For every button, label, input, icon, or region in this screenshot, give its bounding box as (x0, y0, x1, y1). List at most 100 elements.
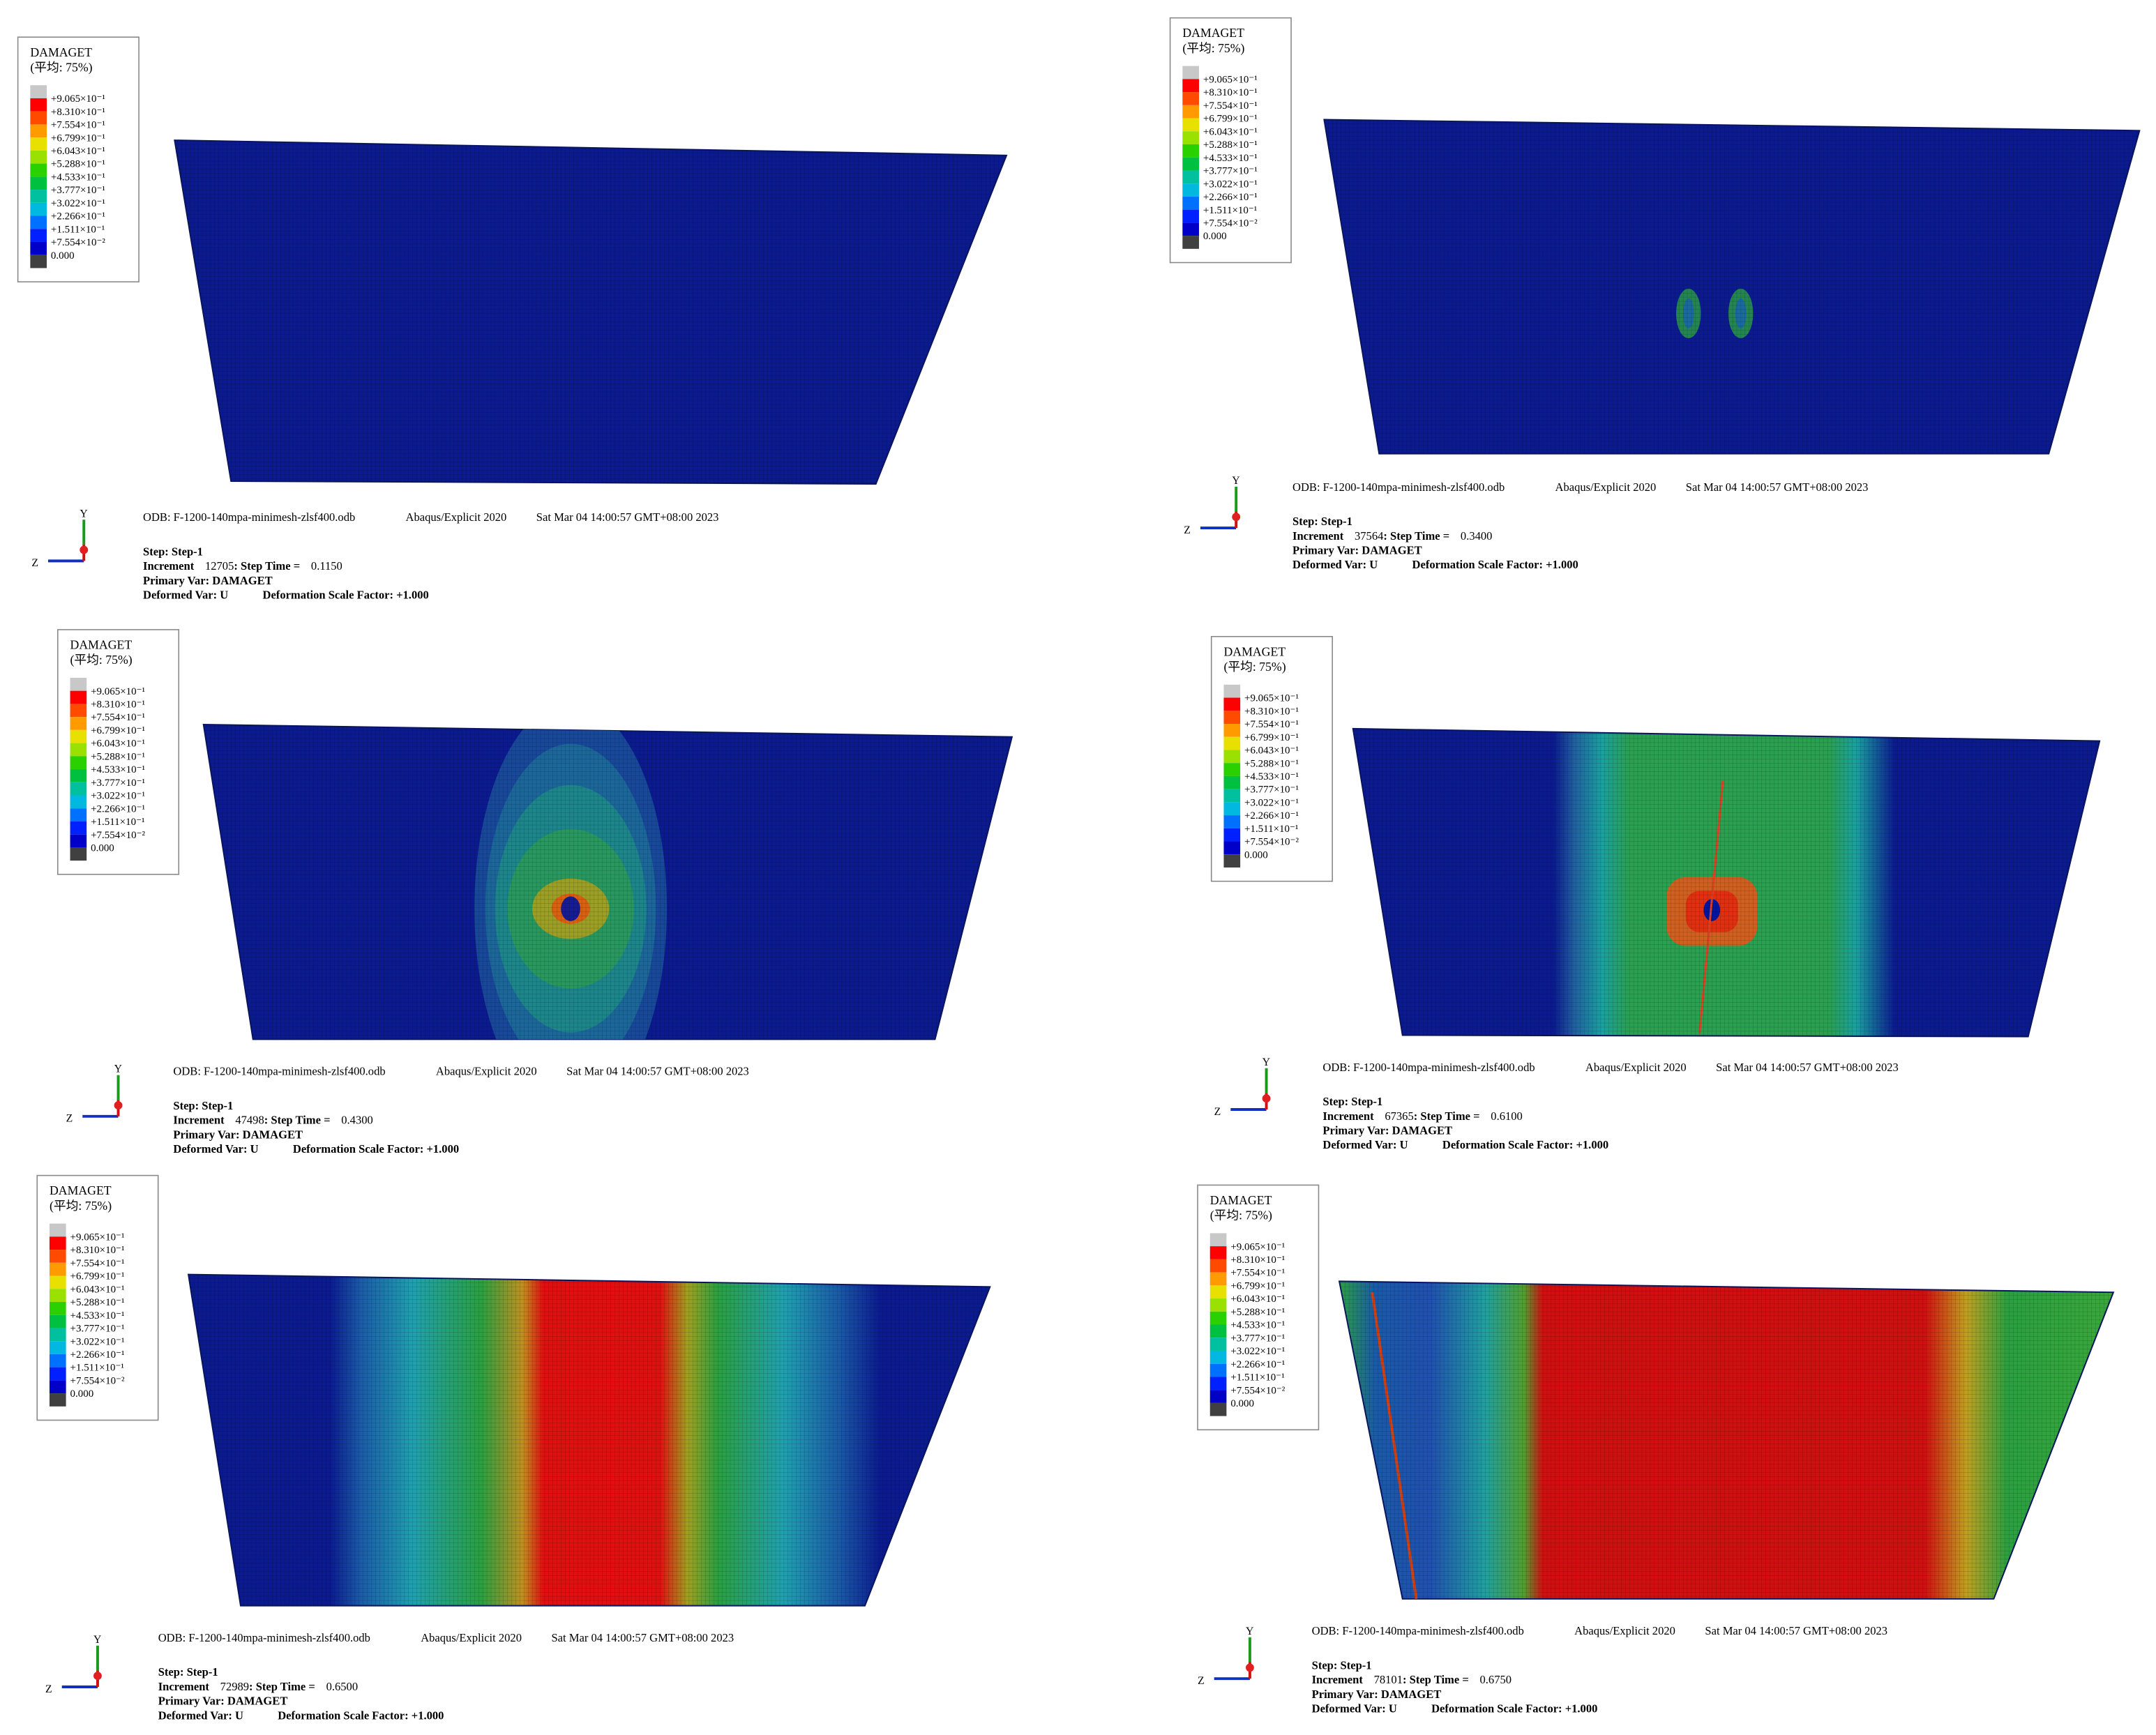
triad-z: Z (1184, 524, 1191, 536)
legend-label: +8.310×10⁻¹ (70, 1245, 125, 1256)
legend-swatch (49, 1354, 66, 1367)
solver: Abaqus/Explicit 2020 (406, 510, 507, 524)
step-time-label: : Step Time = (234, 559, 300, 573)
legend-label: +7.554×10⁻¹ (51, 120, 105, 131)
legend-label: +6.799×10⁻¹ (1244, 732, 1299, 743)
legend-swatch (49, 1275, 66, 1289)
odb-name: ODB: F-1200-140mpa-minimesh-zlsf400.odb (1292, 480, 1505, 494)
triad-origin (80, 545, 89, 554)
legend-label: +3.777×10⁻¹ (1244, 785, 1299, 796)
legend-label: +3.022×10⁻¹ (70, 1336, 125, 1347)
legend-subtitle: (平均: 75%) (70, 653, 133, 667)
legend-swatch (1209, 1233, 1227, 1247)
increment-line: Increment 37564: Step Time = 0.3400 (1292, 529, 1492, 543)
primary-var: Primary Var: DAMAGET (143, 574, 273, 587)
legend-label: +7.554×10⁻² (1244, 837, 1299, 848)
triad-origin (1232, 513, 1241, 522)
legend-swatch (1223, 802, 1241, 816)
solver: Abaqus/Explicit 2020 (1574, 1624, 1675, 1637)
legend-label: +3.777×10⁻¹ (91, 778, 145, 789)
legend-label: +7.554×10⁻¹ (1244, 719, 1299, 730)
legend-label: +5.288×10⁻¹ (1203, 139, 1258, 151)
scale-factor: Deformation Scale Factor: +1.000 (1442, 1138, 1608, 1151)
legend-label: +7.554×10⁻¹ (1203, 100, 1258, 112)
scale-factor: Deformation Scale Factor: +1.000 (293, 1142, 459, 1156)
legend-swatch (1223, 828, 1241, 842)
legend-swatch (70, 782, 87, 796)
increment-line: Increment 67365: Step Time = 0.6100 (1322, 1109, 1522, 1123)
legend-swatch (1182, 236, 1199, 249)
triad-origin (114, 1101, 123, 1109)
legend-swatch (49, 1236, 66, 1250)
legend-swatch (49, 1341, 66, 1354)
legend-label: +1.511×10⁻¹ (1244, 824, 1298, 835)
step: Step: Step-1 (158, 1665, 218, 1679)
legend-label: +6.799×10⁻¹ (70, 1271, 125, 1282)
legend-label: +6.799×10⁻¹ (51, 132, 105, 144)
legend-label: +6.043×10⁻¹ (70, 1284, 125, 1295)
legend-label: +8.310×10⁻¹ (1244, 706, 1299, 717)
legend-swatch (30, 190, 47, 203)
primary-var: Primary Var: DAMAGET (1322, 1123, 1452, 1137)
legend-label: +5.288×10⁻¹ (91, 751, 145, 762)
legend-label: +9.065×10⁻¹ (70, 1232, 125, 1243)
legend-subtitle: (平均: 75%) (1223, 660, 1286, 674)
legend-swatch (1209, 1311, 1227, 1325)
legend-label: +8.310×10⁻¹ (51, 107, 105, 118)
legend-label: +8.310×10⁻¹ (1230, 1255, 1285, 1266)
legend-label: +6.043×10⁻¹ (1230, 1294, 1285, 1305)
legend-swatch (1182, 92, 1199, 105)
primary-var: Primary Var: DAMAGET (173, 1128, 303, 1141)
legend-swatch (30, 124, 47, 138)
scale-factor: Deformation Scale Factor: +1.000 (1431, 1702, 1597, 1715)
legend-swatch (49, 1223, 66, 1237)
legend-label: +4.533×10⁻¹ (1203, 153, 1258, 164)
legend-label: +2.266×10⁻¹ (91, 803, 145, 815)
legend-swatch (1182, 196, 1199, 210)
date: Sat Mar 04 14:00:57 GMT+08:00 2023 (566, 1065, 749, 1078)
legend-label: +4.533×10⁻¹ (1230, 1320, 1285, 1331)
legend-swatch (1182, 222, 1199, 236)
primary-var: Primary Var: DAMAGET (1312, 1688, 1442, 1701)
triad-z: Z (31, 557, 38, 569)
legend-title: DAMAGET (30, 45, 92, 59)
legend-swatch (70, 756, 87, 770)
legend-label: +7.554×10⁻² (1230, 1385, 1285, 1396)
step: Step: Step-1 (173, 1099, 233, 1112)
legend-title: DAMAGET (1223, 644, 1286, 658)
legend-swatch (1182, 157, 1199, 171)
increment-label: Increment (173, 1114, 225, 1127)
legend-label: +4.533×10⁻¹ (70, 1310, 125, 1321)
legend-label: +6.043×10⁻¹ (51, 146, 105, 157)
increment: 72989 (220, 1680, 249, 1693)
legend-label: +1.511×10⁻¹ (70, 1363, 124, 1374)
legend-label: +7.554×10⁻¹ (1230, 1268, 1285, 1279)
legend-swatch (70, 743, 87, 757)
legend-label: +7.554×10⁻¹ (91, 712, 145, 723)
odb-name: ODB: F-1200-140mpa-minimesh-zlsf400.odb (173, 1065, 385, 1078)
legend-label: +1.511×10⁻¹ (51, 224, 105, 235)
legend-swatch (30, 241, 47, 255)
triad-y: Y (114, 1063, 122, 1075)
legend-swatch (1223, 775, 1241, 789)
triad-z: Z (66, 1113, 73, 1125)
legend-swatch (1182, 131, 1199, 145)
step: Step: Step-1 (1322, 1095, 1382, 1108)
triad-origin (1262, 1094, 1271, 1103)
legend-swatch (1209, 1285, 1227, 1299)
triad-origin (1245, 1663, 1254, 1672)
legend-label: 0.000 (1203, 231, 1227, 242)
increment-line: Increment 78101: Step Time = 0.6750 (1312, 1673, 1512, 1686)
legend-label: +3.777×10⁻¹ (1203, 166, 1258, 177)
scale-factor: Deformation Scale Factor: +1.000 (1412, 558, 1578, 571)
triad-y: Y (80, 508, 87, 520)
legend-swatch (49, 1380, 66, 1394)
